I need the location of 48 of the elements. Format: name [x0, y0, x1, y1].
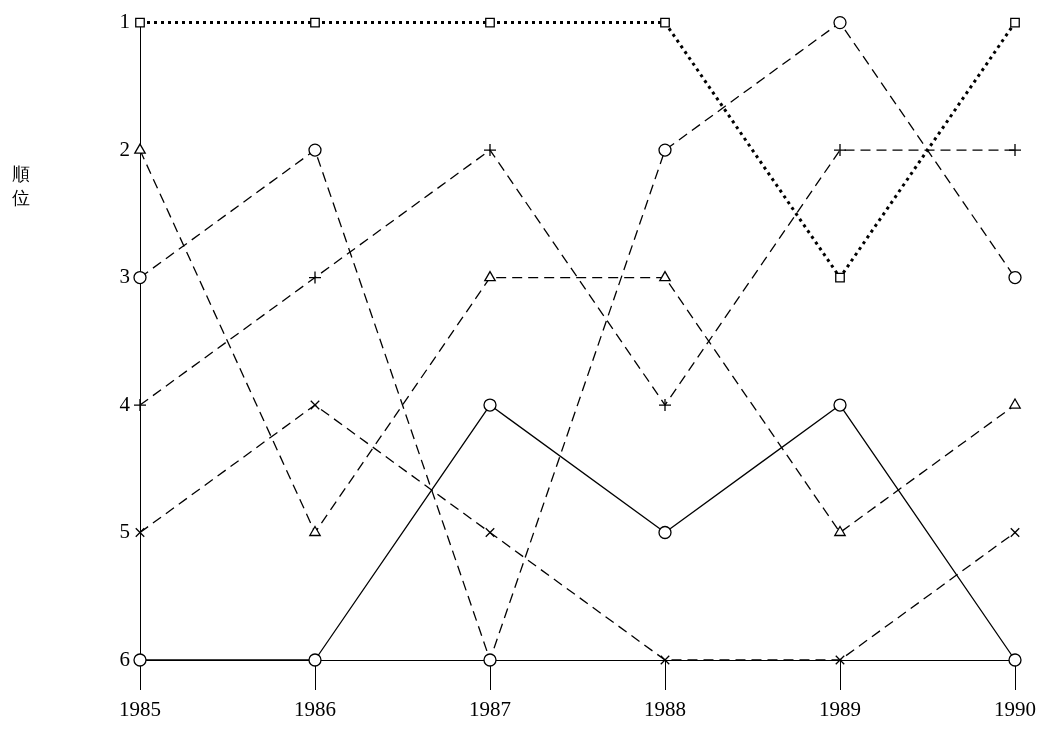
x-tick-label: 1987	[469, 697, 511, 722]
y-tick-label: 2	[119, 136, 130, 161]
x-tick-label: 1985	[119, 697, 161, 722]
point	[308, 143, 322, 157]
y-tick-label: 6	[119, 646, 130, 671]
point	[310, 17, 320, 28]
point	[835, 655, 845, 665]
x-tick-label: 1990	[994, 697, 1036, 722]
point	[135, 17, 145, 28]
point	[659, 270, 671, 282]
point	[835, 272, 845, 283]
point	[658, 525, 672, 540]
y-axis-title: 順位	[12, 162, 31, 210]
x-tick-label: 1988	[644, 697, 686, 722]
x-tick-label: 1989	[819, 697, 861, 722]
point	[1008, 270, 1022, 285]
point	[1010, 17, 1020, 28]
point	[660, 655, 670, 665]
point	[133, 398, 147, 412]
point	[484, 270, 496, 282]
point	[660, 17, 670, 28]
y-tick-label: 5	[119, 519, 130, 544]
point	[483, 143, 497, 157]
point	[485, 527, 495, 538]
point	[1009, 398, 1021, 409]
point	[308, 653, 322, 667]
point	[310, 400, 320, 410]
point	[485, 17, 495, 28]
point	[1008, 653, 1022, 667]
x-tick-label: 1986	[294, 697, 336, 722]
point	[658, 398, 672, 412]
point	[833, 143, 847, 157]
point	[834, 525, 846, 537]
point	[483, 398, 497, 412]
y-tick-label: 4	[119, 391, 131, 416]
point	[833, 15, 847, 30]
y-tick-label: 1	[119, 9, 130, 34]
point	[133, 653, 147, 667]
point	[658, 143, 672, 157]
point	[1008, 143, 1022, 157]
point	[833, 398, 847, 412]
point	[1010, 527, 1020, 538]
point	[133, 270, 147, 285]
point	[309, 525, 321, 537]
point	[308, 270, 322, 285]
y-tick-label: 3	[119, 264, 130, 289]
point	[483, 653, 497, 667]
point	[135, 527, 145, 538]
